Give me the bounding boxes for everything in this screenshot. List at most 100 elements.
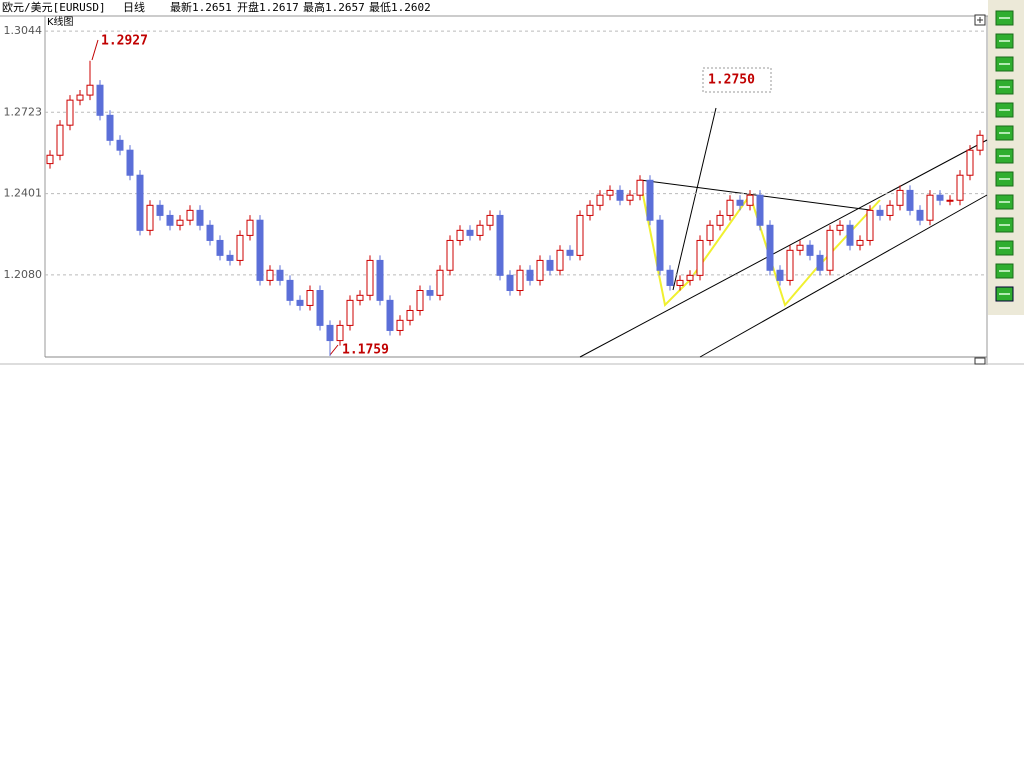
- candle-body: [66, 99, 74, 126]
- pointer-line: [672, 107, 717, 291]
- candle-body: [616, 189, 624, 201]
- candle-body: [826, 229, 834, 271]
- candle-body: [796, 244, 804, 251]
- candle-body: [756, 194, 764, 226]
- candle-body: [46, 154, 54, 165]
- candle-body: [466, 229, 474, 236]
- candle-body: [146, 204, 154, 231]
- candle-body: [846, 224, 854, 246]
- candle-body: [296, 299, 304, 306]
- candle-body: [716, 214, 724, 226]
- candle-body: [516, 269, 524, 292]
- candle-body: [136, 174, 144, 231]
- candle-body: [696, 239, 704, 276]
- candle-body: [426, 290, 434, 296]
- candle-body: [766, 224, 774, 271]
- candle-body: [306, 290, 314, 306]
- candle-body: [936, 194, 944, 201]
- candle-body: [746, 194, 754, 206]
- candle-body: [896, 189, 904, 206]
- label-box: [702, 67, 772, 93]
- candle-body: [946, 199, 954, 202]
- candle-body: [666, 269, 674, 286]
- trend-line: [579, 139, 988, 358]
- candle-body: [206, 224, 214, 241]
- toolbar-buttons: [995, 10, 1014, 302]
- candle-body: [886, 204, 894, 216]
- candle-body: [606, 189, 614, 196]
- candle-body: [176, 219, 184, 226]
- candle-body: [456, 229, 464, 241]
- candle-body: [246, 219, 254, 236]
- candle-body: [56, 124, 64, 156]
- y-tick-label: 1.2401: [4, 187, 43, 200]
- period: 日线: [123, 0, 145, 14]
- candle-body: [736, 199, 744, 206]
- candle-body: [536, 259, 544, 281]
- candle-body: [686, 274, 694, 281]
- trend-line: [699, 194, 988, 358]
- pointer-line: [91, 39, 99, 61]
- candle-body: [116, 139, 124, 151]
- y-tick-label: 1.2723: [4, 105, 43, 118]
- candle-body: [656, 219, 664, 271]
- icon: [977, 17, 983, 23]
- candle-body: [186, 209, 194, 221]
- candle-body: [416, 290, 424, 311]
- minimize-button[interactable]: [974, 357, 986, 365]
- candle-body: [576, 214, 584, 256]
- candle-body: [86, 84, 94, 96]
- last-price: 最新1.2651: [170, 0, 232, 14]
- candle-body: [636, 179, 644, 196]
- candle-body: [376, 259, 384, 301]
- candle-body: [216, 239, 224, 256]
- candle-body: [446, 239, 454, 271]
- candle-body: [256, 219, 264, 281]
- y-tick-label: 1.2080: [4, 268, 43, 281]
- candle-body: [676, 279, 684, 286]
- candle-body: [836, 224, 844, 231]
- candle-body: [406, 309, 414, 321]
- candle-body: [96, 84, 104, 116]
- candle-body: [876, 209, 884, 216]
- candle-body: [356, 294, 364, 301]
- candle-body: [626, 194, 634, 201]
- open-price: 开盘1.2617: [237, 0, 299, 14]
- trend-line: [639, 179, 871, 211]
- candle-body: [906, 189, 914, 211]
- candle-body: [396, 319, 404, 331]
- candle-body: [126, 149, 134, 176]
- candle-body: [856, 239, 864, 246]
- symbol: 欧元/美元[EURUSD]: [2, 1, 106, 14]
- candle-body: [556, 249, 564, 271]
- candle-body: [196, 209, 204, 226]
- low-price: 最低1.2602: [369, 1, 431, 14]
- candle-body: [866, 209, 874, 241]
- candle-body: [706, 224, 714, 241]
- annotation: 1.2927: [101, 34, 148, 49]
- candle-body: [726, 199, 734, 216]
- candle-body: [976, 134, 984, 151]
- candle-body: [806, 244, 814, 256]
- pointer-line: [329, 344, 339, 356]
- candle-body: [956, 174, 964, 201]
- candle-body: [266, 269, 274, 281]
- candle-body: [596, 194, 604, 206]
- candle-body: [786, 249, 794, 281]
- candle-body: [486, 214, 494, 226]
- candle-body: [926, 194, 934, 221]
- candle-body: [526, 269, 534, 281]
- candle-body: [326, 324, 334, 342]
- candle-body: [496, 214, 504, 276]
- candle-body: [236, 234, 244, 261]
- panel-label: K线图: [47, 15, 74, 28]
- candle-body: [646, 179, 654, 221]
- candle-body: [546, 259, 554, 271]
- candle-body: [286, 279, 294, 301]
- candle-body: [226, 254, 234, 261]
- candle-body: [586, 204, 594, 216]
- candle-body: [386, 299, 394, 331]
- candle-body: [476, 224, 484, 236]
